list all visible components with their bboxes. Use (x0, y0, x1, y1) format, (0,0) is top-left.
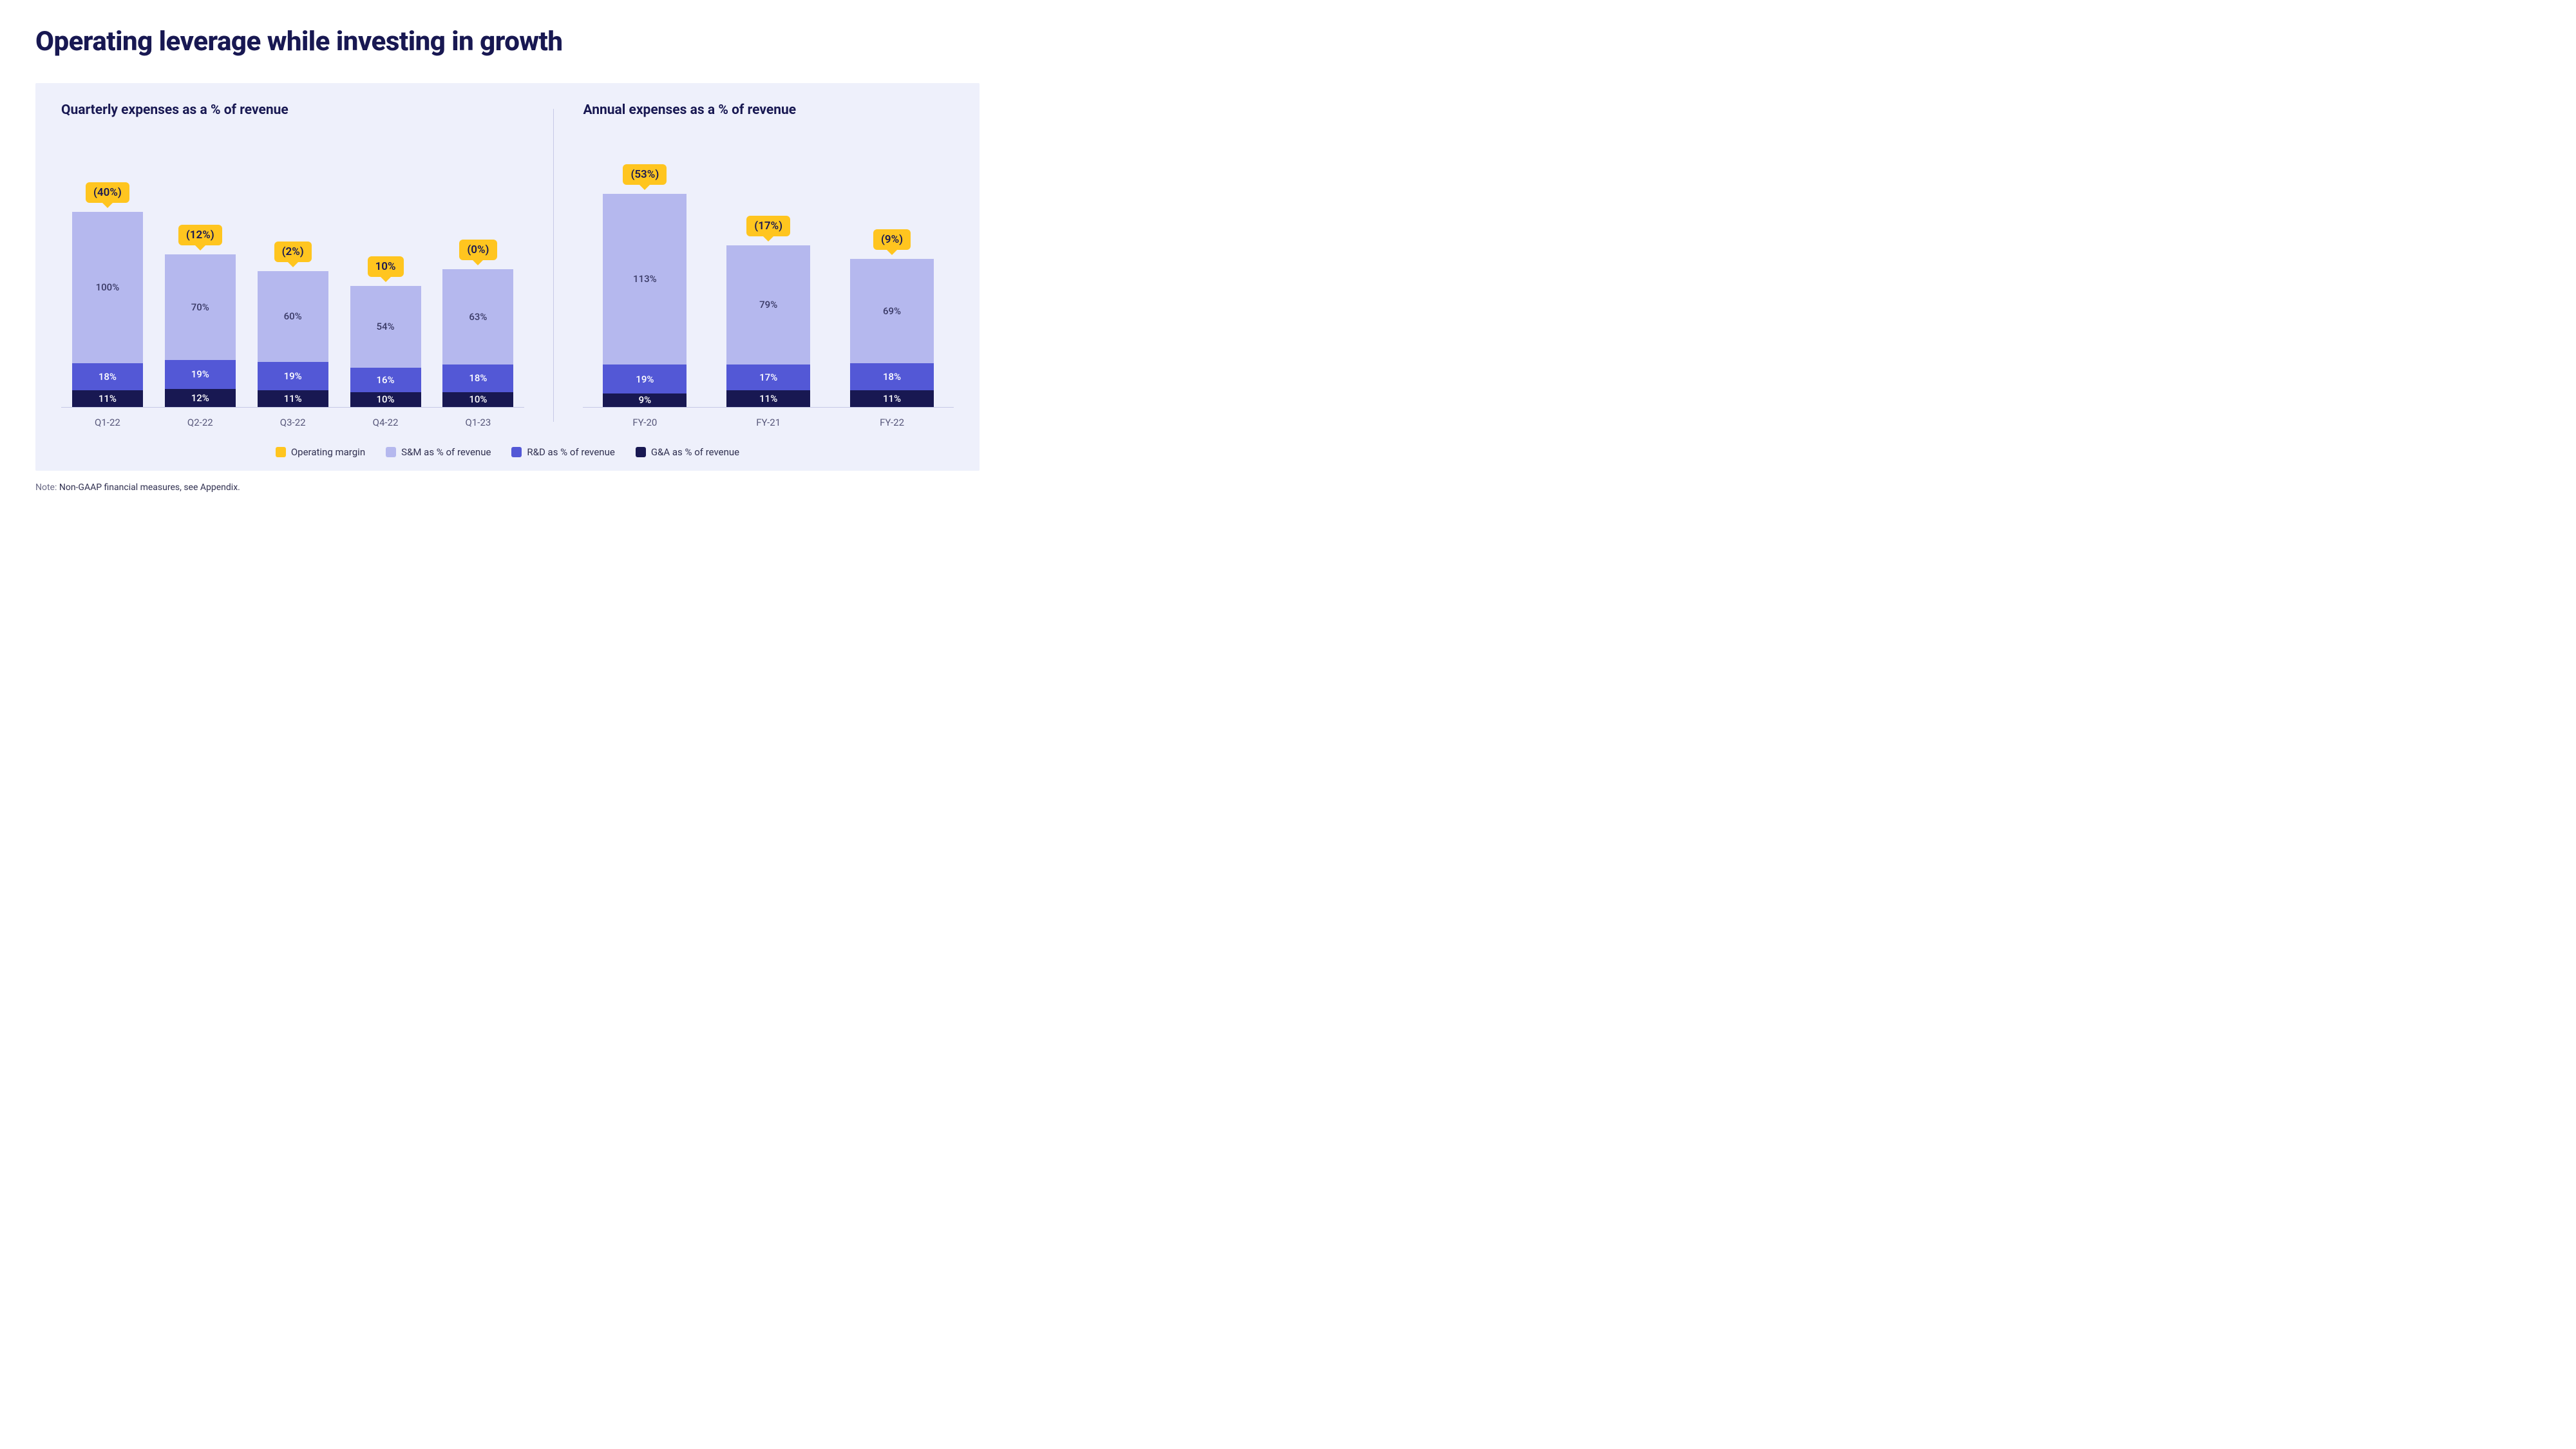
segment-ga: 11% (850, 390, 934, 407)
segment-rd: 19% (603, 365, 687, 393)
operating-margin-bubble: 10% (368, 256, 404, 277)
charts-panel: Quarterly expenses as a % of revenue (40… (35, 83, 980, 471)
bar-stack: 100%18%11% (72, 212, 143, 407)
annual-bars-area: (53%)113%19%9%(17%)79%17%11%(9%)69%18%11… (583, 137, 954, 408)
page-title: Operating leverage while investing in gr… (35, 26, 980, 57)
quarterly-x-labels: Q1-22 Q2-22 Q3-22 Q4-22 Q1-23 (61, 417, 524, 428)
segment-sm: 54% (350, 286, 421, 368)
footnote-lede: Note: (35, 482, 59, 493)
bar-column: (9%) 69%18%11% (850, 137, 934, 407)
x-axis-label: FY-20 (603, 417, 687, 428)
annual-chart: Annual expenses as a % of revenue (53%) 1… (554, 102, 954, 428)
bar-stack: 69%18%11% (850, 259, 934, 407)
bar-stack: 63%18%10% (442, 269, 513, 407)
operating-margin-bubble: (12%) (178, 225, 222, 245)
legend-ga: G&A as % of revenue (636, 446, 739, 458)
x-axis-label: Q3-22 (258, 417, 328, 428)
bar-column: (53%) 113%19%9% (603, 137, 687, 407)
annual-chart-title: Annual expenses as a % of revenue (583, 102, 954, 118)
segment-sm: 70% (165, 254, 236, 361)
bar-column: (12%) 70%19%12% (165, 137, 236, 407)
segment-ga: 9% (603, 393, 687, 407)
legend-operating-margin: Operating margin (276, 446, 365, 458)
x-axis-label: Q1-23 (442, 417, 513, 428)
segment-rd: 19% (165, 360, 236, 389)
operating-margin-bubble: (53%) (623, 164, 667, 185)
x-axis-label: Q4-22 (350, 417, 421, 428)
bar-column: (17%) 79%17%11% (726, 137, 810, 407)
bar-stack: 79%17%11% (726, 245, 810, 407)
footnote-text: Non-GAAP financial measures, see Appendi… (59, 482, 240, 493)
quarterly-chart-title: Quarterly expenses as a % of revenue (61, 102, 524, 118)
annual-x-labels: FY-20 FY-21 FY-22 (583, 417, 954, 428)
charts-row: Quarterly expenses as a % of revenue (40… (61, 102, 954, 428)
segment-rd: 18% (850, 363, 934, 390)
bar-stack: 70%19%12% (165, 254, 236, 407)
segment-rd: 19% (258, 362, 328, 391)
segment-ga: 11% (72, 390, 143, 407)
x-axis-label: Q1-22 (72, 417, 143, 428)
operating-margin-bubble: (40%) (86, 182, 129, 203)
segment-rd: 16% (350, 368, 421, 392)
segment-sm: 100% (72, 212, 143, 363)
x-axis-label: Q2-22 (165, 417, 236, 428)
segment-rd: 17% (726, 365, 810, 390)
bar-stack: 60%19%11% (258, 271, 328, 407)
swatch-ga (636, 447, 646, 457)
quarterly-chart: Quarterly expenses as a % of revenue (40… (61, 102, 553, 428)
legend-sm: S&M as % of revenue (386, 446, 491, 458)
segment-ga: 10% (350, 392, 421, 408)
segment-ga: 10% (442, 392, 513, 408)
operating-margin-bubble: (0%) (459, 240, 497, 260)
segment-sm: 63% (442, 269, 513, 365)
operating-margin-bubble: (17%) (746, 216, 790, 236)
bar-column: (2%) 60%19%11% (258, 137, 328, 407)
legend-rd: R&D as % of revenue (511, 446, 614, 458)
segment-sm: 60% (258, 271, 328, 362)
segment-ga: 11% (726, 390, 810, 407)
x-axis-label: FY-21 (726, 417, 810, 428)
legend-label: S&M as % of revenue (401, 446, 491, 458)
segment-sm: 79% (726, 245, 810, 365)
swatch-rd (511, 447, 522, 457)
x-axis-label: FY-22 (850, 417, 934, 428)
bar-column: (0%) 63%18%10% (442, 137, 513, 407)
segment-rd: 18% (72, 363, 143, 390)
operating-margin-bubble: (2%) (274, 242, 312, 262)
bar-stack: 113%19%9% (603, 194, 687, 407)
segment-sm: 113% (603, 194, 687, 365)
segment-ga: 12% (165, 389, 236, 407)
bar-stack: 54%16%10% (350, 286, 421, 407)
swatch-sm (386, 447, 396, 457)
legend-label: G&A as % of revenue (651, 446, 739, 458)
legend-label: R&D as % of revenue (527, 446, 614, 458)
legend-label: Operating margin (291, 446, 365, 458)
operating-margin-bubble: (9%) (873, 229, 911, 250)
segment-sm: 69% (850, 259, 934, 363)
segment-rd: 18% (442, 365, 513, 392)
bar-column: 10%54%16%10% (350, 137, 421, 407)
footnote: Note: Non-GAAP financial measures, see A… (35, 482, 980, 493)
swatch-operating-margin (276, 447, 286, 457)
legend: Operating margin S&M as % of revenue R&D… (61, 446, 954, 458)
segment-ga: 11% (258, 390, 328, 407)
bar-column: (40%) 100%18%11% (72, 137, 143, 407)
quarterly-bars-area: (40%)100%18%11%(12%)70%19%12%(2%)60%19%1… (61, 137, 524, 408)
